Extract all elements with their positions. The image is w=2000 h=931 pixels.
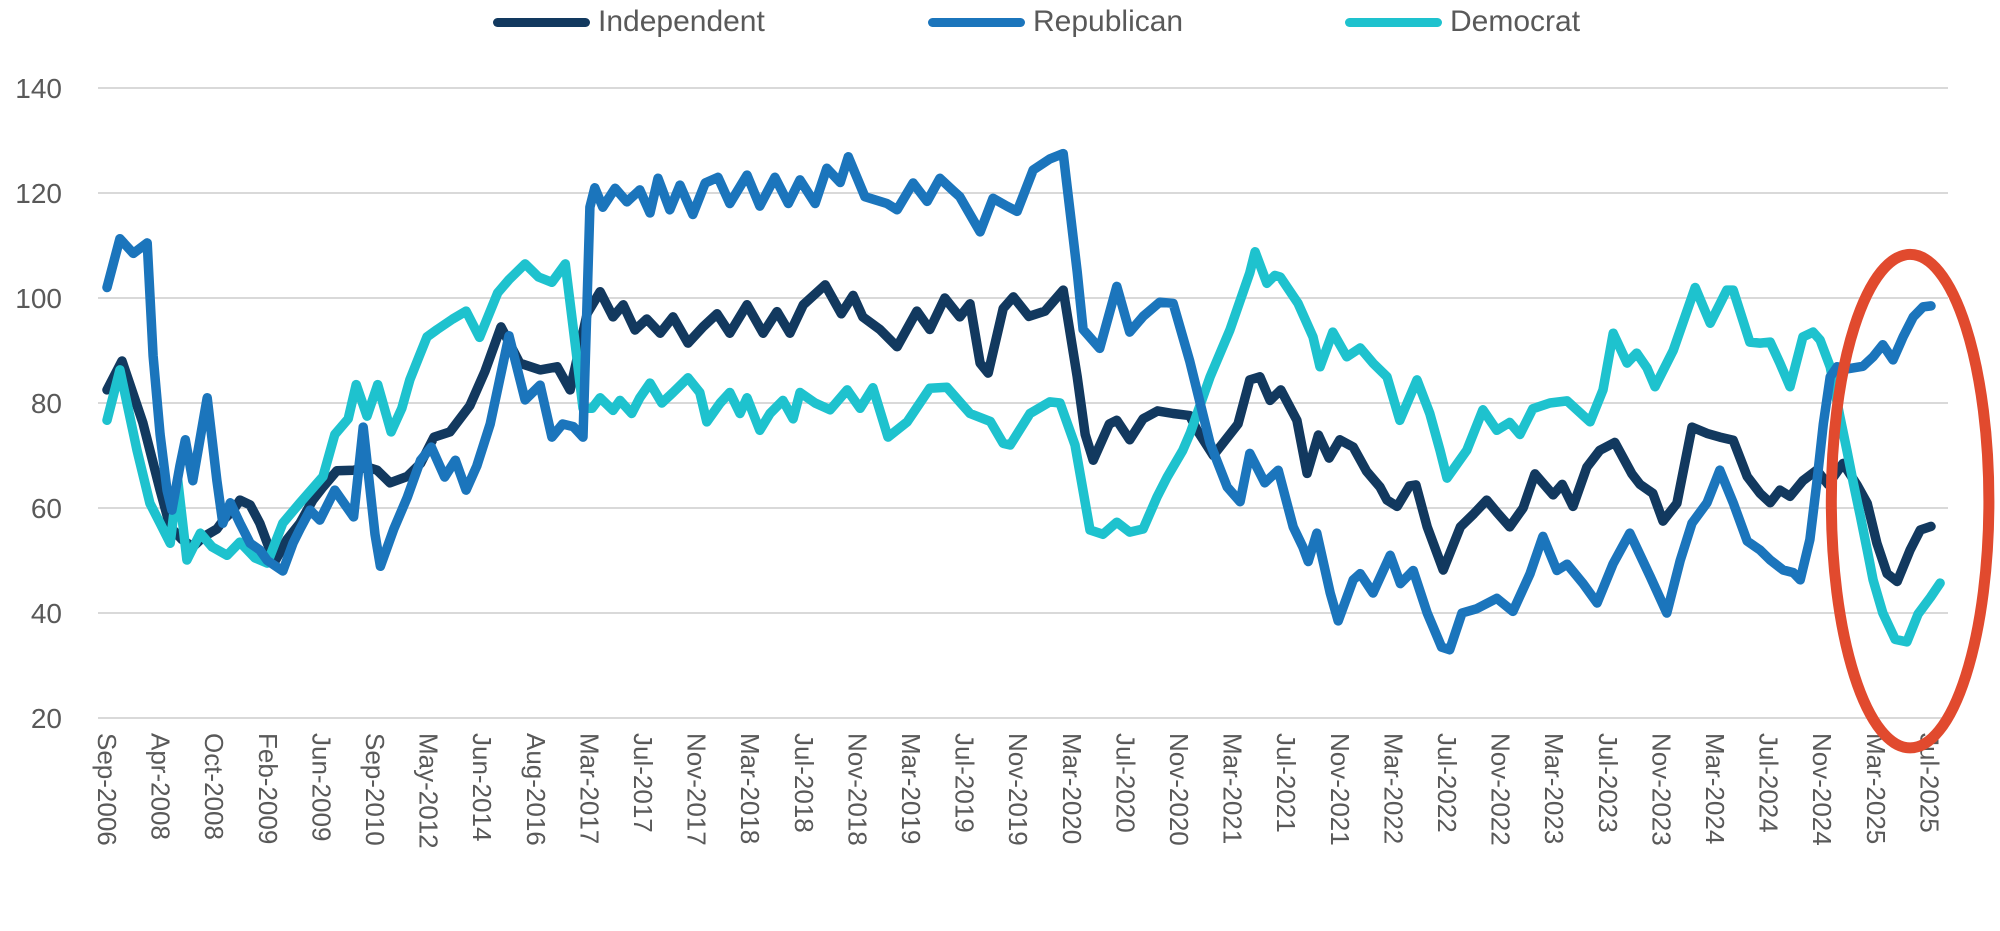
svg-text:Mar-2024: Mar-2024	[1700, 733, 1730, 844]
svg-text:May-2012: May-2012	[414, 733, 444, 849]
svg-text:Mar-2023: Mar-2023	[1539, 733, 1569, 844]
svg-text:Mar-2025: Mar-2025	[1861, 733, 1891, 844]
svg-text:Mar-2022: Mar-2022	[1378, 733, 1408, 844]
independent-line-swatch-icon	[493, 17, 590, 27]
legend-label-republican: Republican	[1033, 5, 1184, 38]
svg-text:20: 20	[31, 703, 62, 734]
svg-text:Jul-2023: Jul-2023	[1593, 733, 1623, 833]
svg-text:Jul-2021: Jul-2021	[1271, 733, 1301, 833]
svg-text:Jul-2017: Jul-2017	[628, 733, 658, 833]
svg-text:140: 140	[15, 73, 62, 104]
svg-text:120: 120	[15, 178, 62, 209]
svg-text:Nov-2023: Nov-2023	[1646, 733, 1676, 846]
legend-label-democrat: Democrat	[1450, 5, 1581, 38]
svg-text:40: 40	[31, 598, 62, 629]
democrat-line-swatch-icon	[1345, 17, 1442, 27]
svg-text:Jun-2014: Jun-2014	[467, 733, 497, 841]
chart-legend: Independent Republican Democrat	[0, 0, 2000, 44]
republican-line-swatch-icon	[928, 17, 1025, 27]
legend-label-independent: Independent	[598, 5, 765, 38]
svg-text:Nov-2018: Nov-2018	[842, 733, 872, 846]
svg-text:Mar-2021: Mar-2021	[1218, 733, 1248, 844]
svg-text:Oct-2008: Oct-2008	[199, 733, 229, 840]
svg-text:Mar-2020: Mar-2020	[1057, 733, 1087, 844]
svg-text:Jul-2022: Jul-2022	[1432, 733, 1462, 833]
svg-text:Jul-2020: Jul-2020	[1110, 733, 1140, 833]
svg-text:100: 100	[15, 283, 62, 314]
svg-text:Jul-2019: Jul-2019	[950, 733, 980, 833]
legend-item-democrat: Democrat	[1345, 4, 1580, 40]
svg-text:Feb-2009: Feb-2009	[253, 733, 283, 844]
svg-text:Jun-2009: Jun-2009	[306, 733, 336, 841]
svg-text:Mar-2017: Mar-2017	[574, 733, 604, 844]
svg-text:Jul-2024: Jul-2024	[1754, 733, 1784, 833]
svg-text:Apr-2008: Apr-2008	[146, 733, 176, 840]
svg-text:Mar-2018: Mar-2018	[735, 733, 765, 844]
svg-text:Nov-2024: Nov-2024	[1807, 733, 1837, 846]
svg-text:Nov-2017: Nov-2017	[682, 733, 712, 846]
svg-text:Jul-2018: Jul-2018	[789, 733, 819, 833]
svg-text:Aug-2016: Aug-2016	[521, 733, 551, 846]
svg-text:80: 80	[31, 388, 62, 419]
svg-text:60: 60	[31, 493, 62, 524]
svg-text:Nov-2020: Nov-2020	[1164, 733, 1194, 846]
svg-text:Nov-2022: Nov-2022	[1486, 733, 1516, 846]
svg-text:Nov-2019: Nov-2019	[1003, 733, 1033, 846]
svg-text:Sep-2010: Sep-2010	[360, 733, 390, 846]
legend-item-independent: Independent	[493, 4, 765, 40]
svg-text:Nov-2021: Nov-2021	[1325, 733, 1355, 846]
svg-text:Mar-2019: Mar-2019	[896, 733, 926, 844]
svg-text:Sep-2006: Sep-2006	[92, 733, 122, 846]
legend-item-republican: Republican	[928, 4, 1183, 40]
